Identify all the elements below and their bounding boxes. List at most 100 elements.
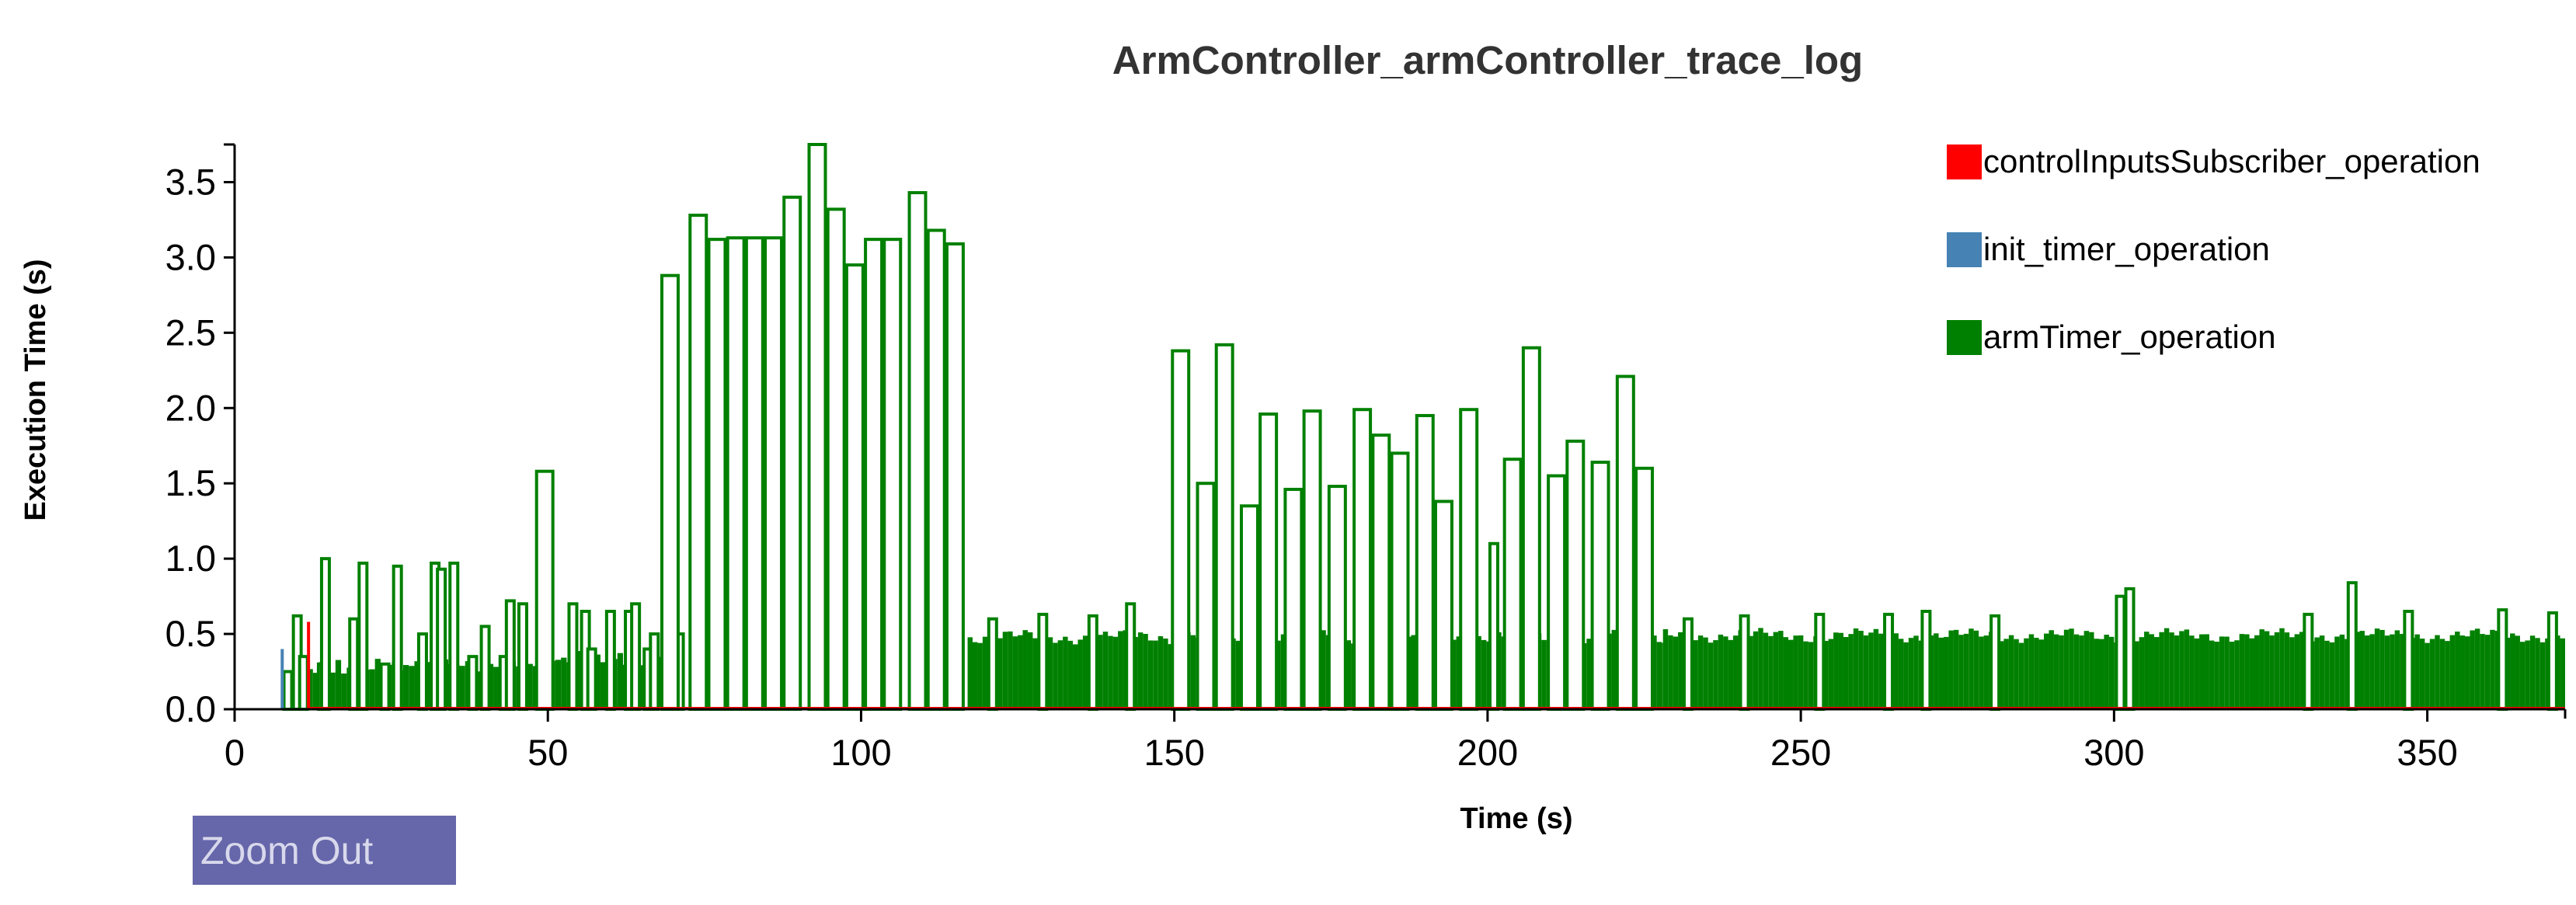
arm-timer-bar [2034,638,2039,709]
legend-label: init_timer_operation [1983,231,2270,267]
arm-timer-bar [493,667,500,709]
arm-timer-bar [2314,637,2320,709]
chart-title: ArmController_armController_trace_log [1112,38,1863,82]
arm-timer-bar [1125,602,1137,711]
arm-timer-bar [1768,635,1774,709]
arm-timer-bar [1913,635,1919,709]
arm-timer-bar [1027,632,1033,709]
arm-timer-bar [307,669,313,709]
x-axis: 0 50 100 150 200 250 300 350 [225,708,2567,773]
arm-timer-bar [2384,635,2390,709]
y-tick-label: 1.0 [165,538,216,579]
arm-timer-bar [1788,639,1794,709]
arm-timer-bar [1586,639,1592,709]
y-tick-label: 2.0 [165,387,216,428]
arm-timer-bar [1057,640,1063,709]
arm-timer-bar [1938,637,1944,709]
arm-timer-bar [1258,412,1279,712]
arm-timer-bar [1073,644,1078,709]
arm-timer-bar [2063,629,2070,709]
arm-timer-bar [2169,632,2174,709]
arm-timer-bar [2018,642,2024,709]
arm-timer-bar [1843,637,1849,709]
x-axis-title: Time (s) [1460,802,1572,835]
arm-timer-bar [2484,635,2491,709]
arm-timer-bar [1989,614,2001,712]
zoom-out-button[interactable]: Zoom Out [193,816,456,885]
arm-timer-bar [341,673,347,709]
arm-timer-bar [1682,617,1694,711]
arm-timer-bar [2115,594,2126,711]
arm-timer-bar [926,228,946,711]
arm-timer-bar [2470,630,2475,709]
arm-timer-bar [2038,639,2045,709]
arm-timer-bar [1171,349,1191,711]
arm-timer-bar [1733,635,1739,709]
arm-timer-bar [467,655,479,711]
arm-timer-bar [1153,640,1158,709]
arm-timer-bar [764,236,784,711]
arm-timer-bar [379,662,391,712]
arm-timer-bar [2014,639,2019,709]
arm-timer-bar [2184,629,2190,709]
arm-timer-bar [2134,641,2139,709]
arm-timer-bar [2560,638,2565,709]
arm-timer-bar [1773,632,1779,709]
arm-timer-bar [2083,631,2090,709]
arm-timer-bar [1067,640,1074,709]
arm-timer-bar [2104,635,2109,709]
arm-timer-bar [436,567,447,711]
arm-timer-bar [1190,635,1196,709]
arm-timer-bar [1102,632,1109,709]
arm-timer-bar [2199,634,2205,709]
arm-timer-bar [1196,482,1216,711]
arm-timer-bar [617,653,623,709]
arm-timer-bar [2259,629,2264,709]
arm-timer-bar [1798,635,1804,709]
arm-timer-bar [1488,541,1499,711]
arm-timer-bar [2299,632,2305,709]
arm-timer-bar [1868,632,1874,709]
arm-timer-bar [1793,635,1798,709]
arm-timer-bar [2515,635,2520,709]
arm-timer-bar [561,657,567,709]
arm-timer-bar [2279,628,2285,709]
arm-timer-bar [2369,634,2375,709]
arm-timer-bar [527,663,533,709]
arm-timer-bar [1481,639,1487,709]
arm-timer-bar [1371,433,1391,711]
arm-timer-bar [1883,612,1895,712]
arm-timer-bar [2490,629,2495,709]
legend-swatch [1947,144,1982,179]
arm-timer-bar [2028,634,2035,709]
arm-timer-bar [1953,629,1959,709]
arm-timer-bar [1012,636,1018,709]
y-tick-label: 3.0 [165,236,216,277]
arm-timer-bar [1415,413,1435,712]
arm-timer-bar [2303,612,2314,712]
y-tick-label: 0.0 [165,688,216,729]
arm-timer-bar [1858,631,1864,709]
arm-timer-bar [2480,634,2485,709]
arm-timer-bar [594,654,600,709]
x-tick-label: 100 [830,732,891,773]
arm-timer-bar [1459,408,1479,711]
arm-timer-bar [2510,633,2515,709]
arm-timer-bar [425,662,432,709]
legend-swatch [1947,320,1982,355]
arm-timer-bar [1163,638,1168,709]
arm-timer-bar [2359,631,2365,709]
arm-timer-bar [1908,638,1914,709]
arm-timer-bar [2394,630,2400,709]
arm-timer-bar [1476,635,1481,709]
arm-timer-bar [1728,639,1734,709]
arm-timer-bar [2539,642,2546,709]
arm-timer-bar [2094,639,2099,709]
arm-timer-bar [374,659,381,709]
arm-timer-bar [1934,633,1939,709]
arm-timer-bar [1963,633,1969,709]
x-tick-label: 150 [1144,732,1204,773]
arm-timer-bar [2264,631,2270,709]
arm-timer-bar [2079,635,2084,709]
arm-timer-bar [1903,642,1909,709]
